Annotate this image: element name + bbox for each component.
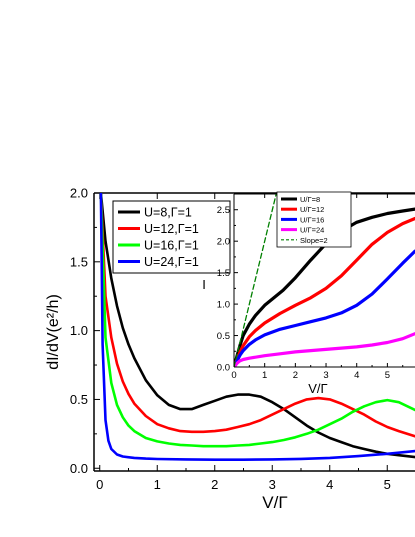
main-y-axis-label: dI/dV(e²/h) [45,294,62,370]
inset-series-line-1 [234,216,415,367]
inset-y-tick-label: 1.5 [217,268,230,279]
inset-legend-label: U/Γ=8 [300,195,320,204]
main-series-line-0 [99,193,415,459]
inset-y-tick-label: 2.0 [217,237,230,248]
inset-y-axis-label: I [202,277,206,292]
main-legend: U=8,Γ=1 U=12,Γ=1 U=16,Γ=1 U=24,Γ=1 [112,200,231,274]
main-y-tick-label: 1.5 [70,254,88,269]
inset-series-line-3 [234,332,415,367]
inset-y-tick-label: 0.0 [217,362,230,373]
inset-axes: 0 1 2 3 4 5 0.0 0.5 1.0 1.5 2.0 2.5 [217,193,415,381]
main-series-line-2 [99,193,415,448]
inset-x-tick-label: 3 [323,370,328,381]
main-legend-label: U=12,Γ=1 [144,222,199,236]
main-legend-label: U=8,Γ=1 [144,206,192,220]
inset-legend-label: U/Γ=12 [300,205,324,214]
inset-x-tick-label: 2 [293,370,298,381]
inset-series-line-2 [234,249,415,367]
main-x-tick-label: 4 [326,477,333,492]
inset-x-axis-label: V/Γ [308,381,327,396]
main-legend-label: U=16,Γ=1 [144,239,199,253]
main-y-tick-label: 2.0 [70,186,88,201]
main-axes: 0 1 2 3 4 5 0.0 0.5 1.0 1.5 2.0 [70,186,415,492]
main-x-tick-label: 0 [96,477,103,492]
main-series-line-1 [99,193,415,438]
inset-y-tick-label: 2.5 [217,205,230,216]
inset-x-tick-label: 4 [354,370,359,381]
main-lines [99,193,415,462]
inset-x-tick-label: 0 [231,370,236,381]
main-series-line-3 [99,193,415,462]
inset-y-tick-label: 1.0 [217,299,230,310]
main-y-tick-label: 1.0 [70,323,88,338]
inset-legend-label: Slope=2 [300,236,328,245]
inset-legend-label: U/Γ=16 [300,215,324,224]
inset-legend-label: U/Γ=24 [300,226,324,235]
main-x-tick-label: 5 [384,477,391,492]
inset-lines [234,194,415,367]
inset-y-tick-label: 0.5 [217,331,230,342]
inset-series-line-0 [234,207,415,367]
main-x-tick-label: 2 [211,477,218,492]
main-legend-label: U=24,Γ=1 [144,255,199,269]
inset-x-tick-label: 5 [385,370,390,381]
inset-chart: 0 1 2 3 4 50.00.51.01.52.02.5 V/Γ I U/Γ=8U/Γ=… [202,191,415,396]
main-x-tick-label: 3 [269,477,276,492]
inset-x-tick-label: 1 [262,370,267,381]
main-y-tick-label: 0.0 [70,461,88,476]
inset-series-line-4 [234,194,277,367]
main-chart: 0 1 2 3 4 5 0.0 0.5 1.0 1.5 2.0 V/Γ dI/dV(e²/h) U=… [45,186,415,512]
main-y-tick-label: 0.5 [70,392,88,407]
main-x-tick-label: 1 [154,477,161,492]
main-x-axis-label: V/Γ [262,493,287,512]
